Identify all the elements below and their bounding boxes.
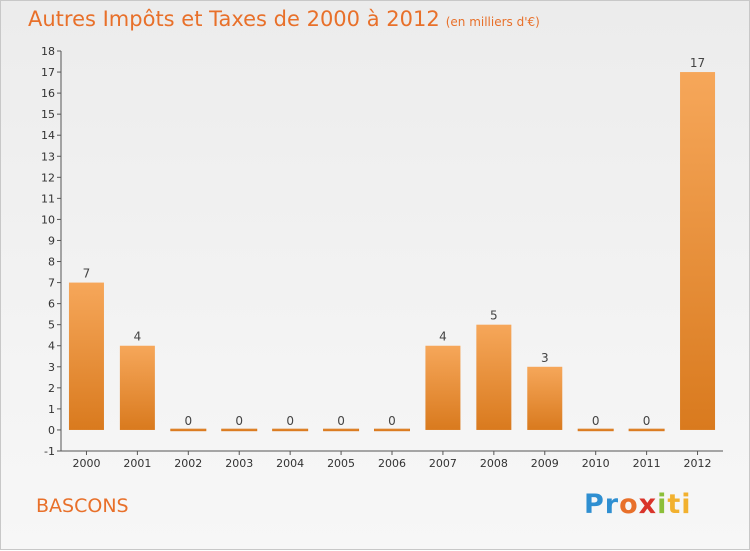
- bar: [577, 428, 614, 432]
- chart-title-text: Autres Impôts et Taxes de 2000 à 2012: [28, 7, 440, 31]
- data-label: 3: [541, 351, 549, 365]
- chart-subtitle: (en milliers d'€): [445, 15, 540, 29]
- y-tick-label: 17: [41, 66, 55, 79]
- data-label: 5: [490, 309, 498, 323]
- data-label: 0: [184, 414, 192, 428]
- y-tick-label: 1: [48, 403, 55, 416]
- logo-part-4: i: [657, 489, 668, 520]
- chart-title: Autres Impôts et Taxes de 2000 à 2012 (en…: [28, 7, 540, 31]
- x-tick-label: 2011: [633, 457, 661, 470]
- y-tick-label: 4: [48, 340, 55, 353]
- logo-part-2: o: [619, 489, 639, 520]
- data-label: 0: [388, 414, 396, 428]
- y-tick-label: 13: [41, 150, 55, 163]
- y-tick-label: 2: [48, 382, 55, 395]
- y-tick-label: 9: [48, 234, 55, 247]
- data-label: 4: [439, 330, 447, 344]
- x-tick-label: 2012: [684, 457, 712, 470]
- y-tick-label: 6: [48, 298, 55, 311]
- bar: [425, 345, 461, 430]
- x-tick-label: 2007: [429, 457, 457, 470]
- bar: [527, 366, 563, 430]
- logo-part-1: Pr: [584, 489, 620, 520]
- y-tick-label: 14: [41, 129, 55, 142]
- y-tick-label: 5: [48, 319, 55, 332]
- bar: [68, 282, 104, 430]
- x-tick-label: 2005: [327, 457, 355, 470]
- y-tick-label: 18: [41, 45, 55, 58]
- data-label: 0: [286, 414, 294, 428]
- x-tick-label: 2009: [531, 457, 559, 470]
- x-tick-label: 2008: [480, 457, 508, 470]
- bar: [221, 428, 258, 432]
- y-tick-label: 0: [48, 424, 55, 437]
- data-label: 0: [592, 414, 600, 428]
- x-tick-label: 2000: [72, 457, 100, 470]
- bar: [272, 428, 309, 432]
- y-tick-label: 15: [41, 108, 55, 121]
- data-label: 0: [235, 414, 243, 428]
- y-tick-label: 7: [48, 277, 55, 290]
- bar: [323, 428, 360, 432]
- bar: [680, 72, 716, 430]
- bar: [374, 428, 410, 432]
- x-tick-label: 2006: [378, 457, 406, 470]
- logo-part-3: x: [638, 489, 658, 520]
- x-tick-label: 2001: [123, 457, 151, 470]
- data-label: 4: [134, 330, 142, 344]
- x-tick-label: 2004: [276, 457, 304, 470]
- data-label: 17: [690, 56, 705, 70]
- data-label: 0: [643, 414, 651, 428]
- logo-part-5: ti: [667, 489, 692, 520]
- x-tick-label: 2003: [225, 457, 253, 470]
- data-label: 0: [337, 414, 345, 428]
- bar: [628, 428, 665, 432]
- data-label: 7: [83, 267, 91, 281]
- x-tick-label: 2010: [582, 457, 610, 470]
- bar: [119, 345, 155, 430]
- y-tick-label: 10: [41, 213, 55, 226]
- bar: [170, 428, 207, 432]
- y-tick-label: -1: [44, 445, 55, 458]
- x-tick-label: 2002: [174, 457, 202, 470]
- commune-name: BASCONS: [36, 495, 129, 517]
- y-tick-label: 3: [48, 361, 55, 374]
- y-tick-label: 12: [41, 171, 55, 184]
- y-tick-label: 8: [48, 256, 55, 269]
- bar: [476, 324, 512, 430]
- y-tick-label: 11: [41, 192, 55, 205]
- y-tick-label: 16: [41, 87, 55, 100]
- proxiti-logo: Proxiti: [584, 489, 692, 520]
